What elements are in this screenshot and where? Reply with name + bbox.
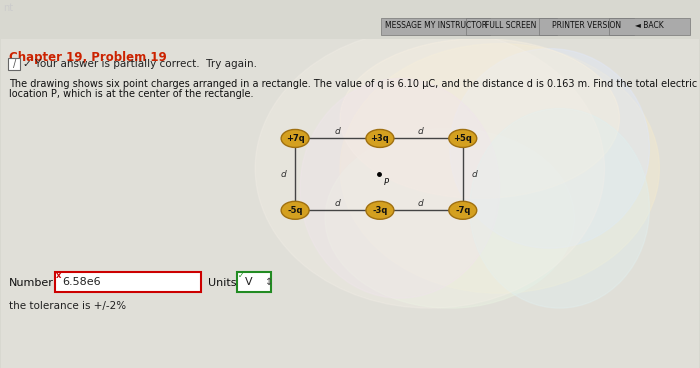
Ellipse shape (325, 128, 575, 308)
Ellipse shape (450, 49, 650, 248)
Text: d: d (472, 170, 477, 179)
Text: d: d (334, 199, 340, 208)
Text: d: d (418, 199, 424, 208)
Text: x: x (55, 271, 61, 280)
Text: d: d (334, 127, 340, 136)
Text: PRINTER VERSION: PRINTER VERSION (552, 21, 621, 30)
FancyBboxPatch shape (539, 18, 634, 35)
Text: Chapter 19, Problem 19: Chapter 19, Problem 19 (8, 51, 167, 64)
Text: the tolerance is +/-2%: the tolerance is +/-2% (8, 301, 126, 311)
Text: FULL SCREEN: FULL SCREEN (485, 21, 537, 30)
Ellipse shape (300, 78, 500, 298)
Text: ✓ Your answer is partially correct.  Try again.: ✓ Your answer is partially correct. Try … (22, 59, 257, 69)
Text: ✓: ✓ (238, 271, 244, 280)
Text: -3q: -3q (372, 206, 388, 215)
Text: P: P (384, 178, 389, 187)
FancyBboxPatch shape (382, 18, 490, 35)
Text: d: d (418, 127, 424, 136)
Text: Units: Units (209, 278, 237, 288)
Text: +7q: +7q (286, 134, 304, 143)
Text: ◄ BACK: ◄ BACK (635, 21, 664, 30)
Text: nt: nt (4, 3, 13, 13)
Ellipse shape (366, 130, 394, 148)
Text: +3q: +3q (370, 134, 389, 143)
Ellipse shape (256, 29, 605, 308)
FancyBboxPatch shape (8, 58, 20, 70)
Text: V: V (245, 277, 253, 287)
Text: The drawing shows six point charges arranged in a rectangle. The value of q is 6: The drawing shows six point charges arra… (8, 78, 700, 89)
Ellipse shape (449, 201, 477, 219)
Text: 6.58e6: 6.58e6 (62, 277, 102, 287)
Ellipse shape (449, 130, 477, 148)
Text: MESSAGE MY INSTRUCTOR: MESSAGE MY INSTRUCTOR (385, 21, 486, 30)
Text: Number: Number (8, 278, 53, 288)
Text: -5q: -5q (288, 206, 303, 215)
Text: -7q: -7q (455, 206, 470, 215)
FancyBboxPatch shape (237, 272, 271, 292)
Ellipse shape (340, 44, 659, 293)
Text: location P, which is at the center of the rectangle.: location P, which is at the center of th… (8, 89, 253, 99)
Text: /: / (13, 59, 16, 69)
Ellipse shape (470, 109, 650, 308)
Ellipse shape (281, 130, 309, 148)
Ellipse shape (366, 201, 394, 219)
Text: ↕: ↕ (265, 277, 273, 287)
FancyBboxPatch shape (55, 272, 202, 292)
FancyBboxPatch shape (609, 18, 690, 35)
Text: d: d (280, 170, 286, 179)
Text: +5q: +5q (454, 134, 473, 143)
Ellipse shape (281, 201, 309, 219)
FancyBboxPatch shape (1, 39, 699, 368)
Ellipse shape (340, 39, 620, 198)
FancyBboxPatch shape (466, 18, 556, 35)
